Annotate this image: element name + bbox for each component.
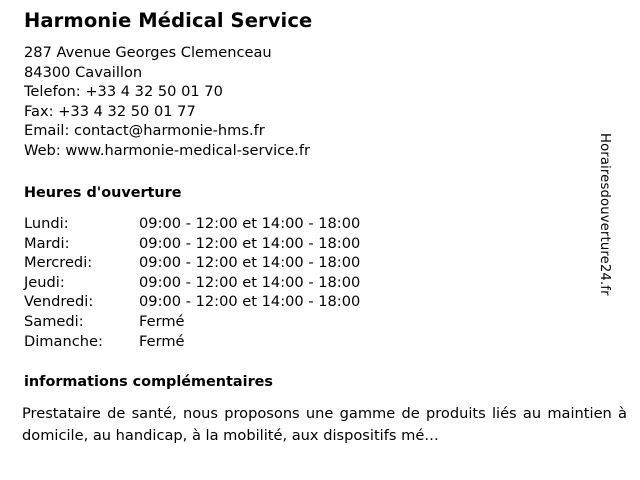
hours-time-value: 09:00 - 12:00 et 14:00 - 18:00	[139, 215, 361, 232]
hours-day-label: Mercredi:	[24, 254, 93, 272]
table-row: Mardi: 09:00 - 12:00 et 14:00 - 18:00	[24, 234, 360, 254]
hours-day-label: Mardi:	[24, 234, 70, 252]
email-line: Email: contact@harmonie-hms.fr	[24, 122, 265, 140]
source-watermark-label: Horairesdouverture24.fr	[597, 133, 612, 296]
page-title: Harmonie Médical Service	[24, 9, 313, 32]
table-row: Lundi: 09:00 - 12:00 et 14:00 - 18:00	[24, 214, 360, 234]
address-street-line: 287 Avenue Georges Clemenceau	[24, 44, 272, 61]
table-row: Jeudi: 09:00 - 12:00 et 14:00 - 18:00	[24, 273, 360, 293]
table-row: Mercredi: 09:00 - 12:00 et 14:00 - 18:00	[24, 253, 360, 273]
hours-time-value: 09:00 - 12:00 et 14:00 - 18:00	[139, 273, 361, 291]
hours-time-value: 09:00 - 12:00 et 14:00 - 18:00	[139, 293, 361, 311]
address-city-line: 84300 Cavaillon	[24, 63, 143, 81]
additional-info-heading: informations complémentaires	[24, 374, 273, 390]
website-line: Web: www.harmonie-medical-service.fr	[24, 141, 310, 159]
table-row: Samedi: Fermé	[24, 312, 360, 332]
table-row: Vendredi: 09:00 - 12:00 et 14:00 - 18:00	[24, 292, 360, 312]
phone-line: Telefon: +33 4 32 50 01 70	[24, 83, 223, 101]
opening-hours-heading: Heures d'ouverture	[24, 185, 182, 201]
hours-day-label: Dimanche:	[24, 332, 103, 350]
hours-day-label: Samedi:	[24, 312, 84, 330]
additional-info-text: Prestataire de santé, nous proposons une…	[22, 405, 627, 444]
contact-block: 287 Avenue Georges Clemenceau 84300 Cava…	[24, 43, 310, 161]
hours-day-label: Vendredi:	[24, 293, 94, 311]
table-row: Dimanche: Fermé	[24, 332, 360, 352]
hours-day-label: Lundi:	[24, 215, 69, 232]
hours-time-value: Fermé	[139, 332, 185, 350]
hours-day-label: Jeudi:	[24, 273, 65, 291]
hours-time-value: 09:00 - 12:00 et 14:00 - 18:00	[139, 234, 361, 252]
hours-time-value: Fermé	[139, 312, 185, 330]
opening-hours-table: Lundi: 09:00 - 12:00 et 14:00 - 18:00 Ma…	[24, 214, 360, 351]
hours-time-value: 09:00 - 12:00 et 14:00 - 18:00	[139, 254, 361, 272]
fax-line: Fax: +33 4 32 50 01 77	[24, 102, 196, 120]
